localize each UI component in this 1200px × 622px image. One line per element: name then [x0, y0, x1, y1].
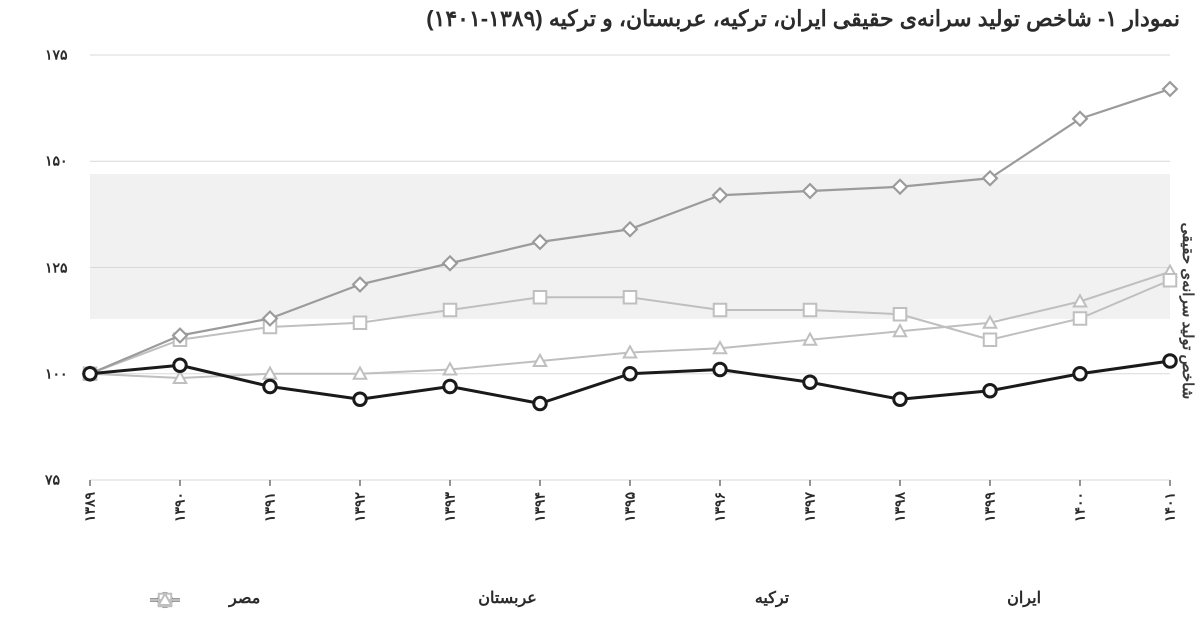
- x-tick-label: ۱۴۰۰: [1072, 492, 1089, 522]
- x-tick-label: ۱۳۹۱: [262, 492, 279, 522]
- legend-label: ایران: [1007, 588, 1041, 608]
- x-tick-label: ۱۳۹۷: [802, 492, 819, 522]
- y-tick-label: ۱۵۰: [45, 153, 68, 170]
- x-tick-label: ۱۳۹۳: [442, 492, 459, 522]
- x-tick-label: ۱۳۹۹: [982, 492, 999, 522]
- legend: ایران ترکیه عربستان مصر: [150, 588, 1120, 608]
- x-tick-label: ۱۳۹۵: [622, 492, 639, 522]
- x-tick-label: ۱۳۹۸: [892, 492, 909, 522]
- x-tick-label: ۱۳۹۶: [712, 492, 729, 522]
- y-tick-label: ۱۲۵: [45, 259, 68, 276]
- legend-item-ایران: ایران: [1007, 588, 1041, 608]
- y-tick-label: ۱۷۵: [45, 47, 68, 64]
- legend-label: عربستان: [478, 588, 537, 608]
- legend-item-عربستان: عربستان: [478, 588, 537, 608]
- legend-label: ترکیه: [755, 588, 789, 608]
- x-tick-label: ۱۳۹۰: [172, 492, 189, 522]
- y-tick-label: ۱۰۰: [45, 365, 68, 382]
- legend-label: مصر: [229, 588, 260, 608]
- x-tick-label: ۱۳۹۴: [532, 492, 549, 522]
- x-tick-label: ۱۳۹۲: [352, 492, 369, 522]
- x-tick-label: ۱۳۸۹: [82, 492, 99, 522]
- gdp-index-chart: نمودار ۱- شاخص تولید سرانه‌ی حقیقی ایران…: [0, 0, 1200, 622]
- legend-item-ترکیه: ترکیه: [755, 588, 789, 608]
- x-tick-label: ۱۴۰۱: [1162, 492, 1179, 522]
- chart-svg: [0, 0, 1200, 622]
- legend-item-مصر: مصر: [229, 588, 260, 608]
- y-tick-label: ۷۵: [45, 472, 60, 489]
- legend-marker-icon: [150, 588, 180, 612]
